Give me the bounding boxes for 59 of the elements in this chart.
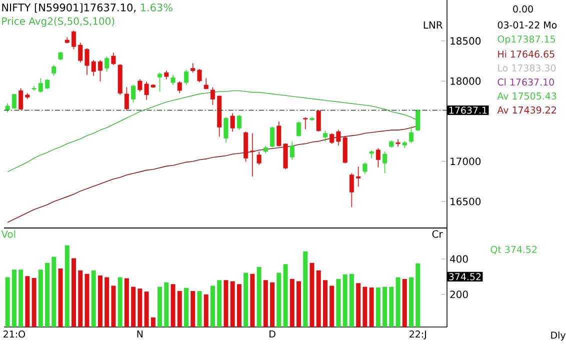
x-tick-label: 22:J xyxy=(410,330,426,340)
candlestick xyxy=(45,78,50,90)
y-tick-label: 400 xyxy=(450,255,468,263)
text: Hi 17646.65 xyxy=(498,50,554,58)
text: Op17387.15 xyxy=(498,35,556,44)
candlestick xyxy=(98,60,102,82)
candlestick xyxy=(256,151,262,166)
candlestick xyxy=(124,86,129,111)
candlestick xyxy=(224,116,228,143)
candlestick xyxy=(362,162,368,174)
x-tick-label: D xyxy=(270,330,276,338)
candlestick xyxy=(270,126,275,148)
text: Cr xyxy=(432,230,443,238)
chart-subtitle: 1.63% xyxy=(141,4,173,12)
y-tick-label: 18000 xyxy=(450,77,481,85)
chart-title: NIFTY [N59901]17637.10, xyxy=(2,3,136,13)
candlestick xyxy=(131,84,136,103)
candlestick xyxy=(396,138,400,147)
x-tick-label: 21:O xyxy=(4,330,25,338)
candlestick xyxy=(177,80,182,94)
text: Lo 17383.30 xyxy=(498,64,556,72)
text: Qt 374.52 xyxy=(490,246,537,254)
candlestick xyxy=(184,70,189,86)
candlestick xyxy=(52,64,56,76)
y-tick-label: 18500 xyxy=(450,37,481,45)
candlestick xyxy=(303,116,308,130)
text: Av 17505.43 xyxy=(497,92,556,100)
text: Av 17439.22 xyxy=(497,106,556,114)
candlestick xyxy=(382,151,388,174)
candlestick xyxy=(71,30,76,50)
candlestick xyxy=(210,86,215,106)
text: 03-01-22 Mo xyxy=(498,21,557,29)
candlestick xyxy=(236,114,242,130)
annotation: Price Avg2(S,50,S,100) xyxy=(2,17,114,27)
candlestick xyxy=(296,121,302,137)
y-tick-label: 200 xyxy=(450,290,468,298)
y-tick-label: 17000 xyxy=(450,158,481,166)
text: 0.00 xyxy=(513,5,533,13)
text: Cl 17637.10 xyxy=(498,78,554,86)
y-tick-label: 16500 xyxy=(450,198,481,206)
candlestick xyxy=(170,74,176,86)
candlestick xyxy=(349,172,354,208)
candlestick xyxy=(376,148,380,168)
x-tick-label: N xyxy=(137,330,143,338)
text: 374.52 xyxy=(449,273,481,280)
candlestick xyxy=(322,130,328,142)
candlestick xyxy=(409,126,414,144)
text: LNR xyxy=(424,21,443,29)
candlestick xyxy=(111,52,116,66)
candlestick xyxy=(230,112,235,132)
candlestick xyxy=(158,72,162,92)
candlestick xyxy=(356,166,361,187)
candlestick xyxy=(316,110,321,132)
candlestick xyxy=(290,141,294,160)
candlestick xyxy=(104,56,110,72)
text: Dly xyxy=(551,331,566,341)
candlestick xyxy=(416,109,420,131)
ref-line-label: 17637.1 xyxy=(449,106,487,114)
y-axis-title: Vol xyxy=(1,230,16,238)
